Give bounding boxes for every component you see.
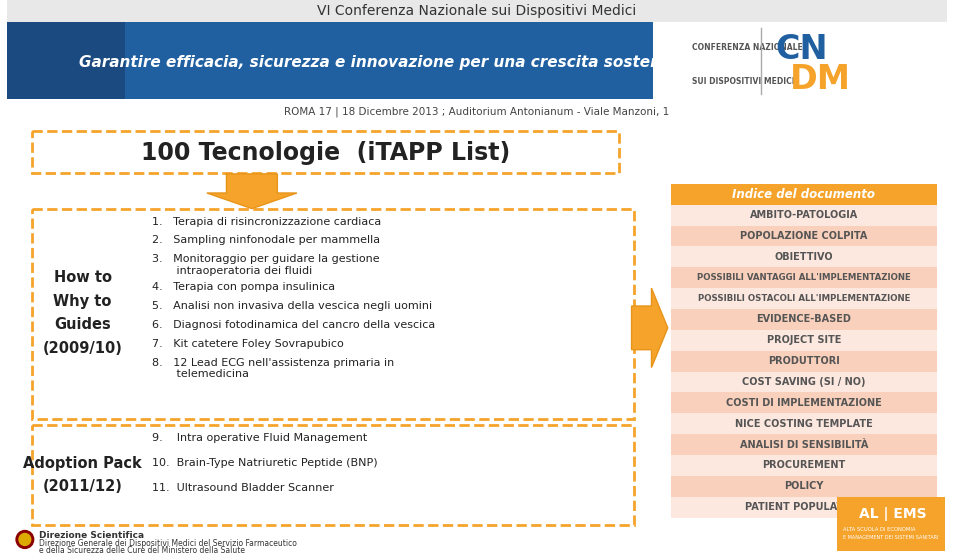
Polygon shape	[632, 288, 668, 368]
Text: CONFERENZA NAZIONALE: CONFERENZA NAZIONALE	[692, 43, 803, 52]
Text: Garantire efficacia, sicurezza e innovazione per una crescita sostenibile: Garantire efficacia, sicurezza e innovaz…	[80, 55, 698, 70]
Circle shape	[16, 530, 34, 549]
Text: PATIENT POPULATION: PATIENT POPULATION	[745, 502, 863, 512]
FancyBboxPatch shape	[671, 497, 937, 517]
FancyBboxPatch shape	[671, 226, 937, 246]
Text: 4.   Terapia con pompa insulinica: 4. Terapia con pompa insulinica	[152, 282, 335, 292]
Text: OBIETTIVO: OBIETTIVO	[775, 252, 833, 262]
Text: 5.   Analisi non invasiva della vescica negli uomini: 5. Analisi non invasiva della vescica ne…	[152, 301, 432, 311]
Text: Indice del documento: Indice del documento	[732, 188, 876, 201]
Text: 2.   Sampling ninfonodale per mammella: 2. Sampling ninfonodale per mammella	[152, 236, 380, 246]
Text: 1.   Terapia di risincronizzazione cardiaca: 1. Terapia di risincronizzazione cardiac…	[152, 217, 381, 227]
Text: Adoption Pack
(2011/12): Adoption Pack (2011/12)	[23, 456, 142, 494]
Text: POSSIBILI VANTAGGI ALL'IMPLEMENTAZIONE: POSSIBILI VANTAGGI ALL'IMPLEMENTAZIONE	[697, 273, 911, 282]
Text: 3.   Monitoraggio per guidare la gestione
       intraoperatoria dei fluidi: 3. Monitoraggio per guidare la gestione …	[152, 255, 380, 276]
Text: 6.   Diagnosi fotodinamica del cancro della vescica: 6. Diagnosi fotodinamica del cancro dell…	[152, 320, 435, 330]
FancyBboxPatch shape	[32, 131, 619, 173]
Text: How to
Why to
Guides
(2009/10): How to Why to Guides (2009/10)	[42, 270, 123, 355]
Text: POPOLAZIONE COLPITA: POPOLAZIONE COLPITA	[740, 231, 868, 241]
Text: PRODUTTORI: PRODUTTORI	[768, 356, 840, 366]
Circle shape	[19, 534, 31, 545]
FancyBboxPatch shape	[8, 22, 125, 99]
FancyBboxPatch shape	[671, 184, 937, 204]
FancyBboxPatch shape	[671, 309, 937, 330]
Text: ALTA SCUOLA DI ECONOMIA: ALTA SCUOLA DI ECONOMIA	[843, 526, 916, 531]
Text: Direzione Generale dei Dispositivi Medici del Servizio Farmaceutico: Direzione Generale dei Dispositivi Medic…	[38, 540, 297, 549]
FancyBboxPatch shape	[653, 22, 947, 99]
FancyBboxPatch shape	[837, 497, 945, 551]
Text: CN: CN	[776, 33, 828, 66]
FancyBboxPatch shape	[32, 425, 634, 525]
Text: 7.   Kit catetere Foley Sovrapubico: 7. Kit catetere Foley Sovrapubico	[152, 339, 344, 349]
FancyBboxPatch shape	[8, 0, 947, 22]
Text: 9.    Intra operative Fluid Management: 9. Intra operative Fluid Management	[152, 433, 368, 443]
FancyBboxPatch shape	[671, 476, 937, 497]
Text: EVIDENCE-BASED: EVIDENCE-BASED	[756, 314, 852, 324]
FancyBboxPatch shape	[671, 330, 937, 351]
FancyBboxPatch shape	[8, 22, 653, 99]
FancyBboxPatch shape	[8, 124, 947, 554]
Text: 8.   12 Lead ECG nell'assistenza primaria in
       telemedicina: 8. 12 Lead ECG nell'assistenza primaria …	[152, 358, 395, 379]
FancyBboxPatch shape	[671, 455, 937, 476]
Text: VI Conferenza Nazionale sui Dispositivi Medici: VI Conferenza Nazionale sui Dispositivi …	[318, 4, 636, 18]
Text: PROJECT SITE: PROJECT SITE	[767, 335, 841, 345]
Text: Direzione Scientifica: Direzione Scientifica	[38, 530, 144, 540]
Text: E MANAGEMENT DEI SISTEMI SANITARI: E MANAGEMENT DEI SISTEMI SANITARI	[843, 535, 939, 540]
FancyBboxPatch shape	[671, 413, 937, 434]
FancyBboxPatch shape	[671, 351, 937, 372]
Text: ROMA 17 | 18 Dicembre 2013 ; Auditorium Antonianum - Viale Manzoni, 1: ROMA 17 | 18 Dicembre 2013 ; Auditorium …	[284, 106, 669, 116]
FancyBboxPatch shape	[32, 209, 634, 419]
FancyBboxPatch shape	[671, 204, 937, 226]
Text: ANALISI DI SENSIBILITÀ: ANALISI DI SENSIBILITÀ	[739, 439, 868, 449]
Text: AL | EMS: AL | EMS	[858, 507, 926, 521]
Text: PROCUREMENT: PROCUREMENT	[762, 461, 846, 471]
FancyBboxPatch shape	[671, 246, 937, 267]
FancyBboxPatch shape	[8, 526, 947, 554]
Text: POSSIBILI OSTACOLI ALL'IMPLEMENTAZIONE: POSSIBILI OSTACOLI ALL'IMPLEMENTAZIONE	[698, 294, 910, 303]
Text: SUI DISPOSITIVI MEDICI: SUI DISPOSITIVI MEDICI	[692, 77, 795, 86]
FancyBboxPatch shape	[671, 267, 937, 288]
Text: 11.  Ultrasound Bladder Scanner: 11. Ultrasound Bladder Scanner	[152, 483, 334, 493]
Text: 100 Tecnologie  (iTAPP List): 100 Tecnologie (iTAPP List)	[141, 141, 510, 165]
Text: 10.  Brain-Type Natriuretic Peptide (BNP): 10. Brain-Type Natriuretic Peptide (BNP)	[152, 458, 377, 468]
Text: POLICY: POLICY	[784, 481, 824, 491]
Text: DM: DM	[790, 63, 852, 96]
FancyBboxPatch shape	[671, 393, 937, 413]
Text: COST SAVING (SI / NO): COST SAVING (SI / NO)	[742, 377, 866, 387]
Polygon shape	[206, 174, 297, 209]
FancyBboxPatch shape	[671, 372, 937, 393]
Text: COSTI DI IMPLEMENTAZIONE: COSTI DI IMPLEMENTAZIONE	[726, 398, 881, 408]
FancyBboxPatch shape	[671, 288, 937, 309]
FancyBboxPatch shape	[671, 434, 937, 455]
FancyBboxPatch shape	[8, 99, 947, 124]
Text: e della Sicurezza delle Cure del Ministero della Salute: e della Sicurezza delle Cure del Ministe…	[38, 546, 245, 555]
Text: NICE COSTING TEMPLATE: NICE COSTING TEMPLATE	[735, 419, 873, 429]
Text: AMBITO-PATOLOGIA: AMBITO-PATOLOGIA	[750, 210, 858, 220]
